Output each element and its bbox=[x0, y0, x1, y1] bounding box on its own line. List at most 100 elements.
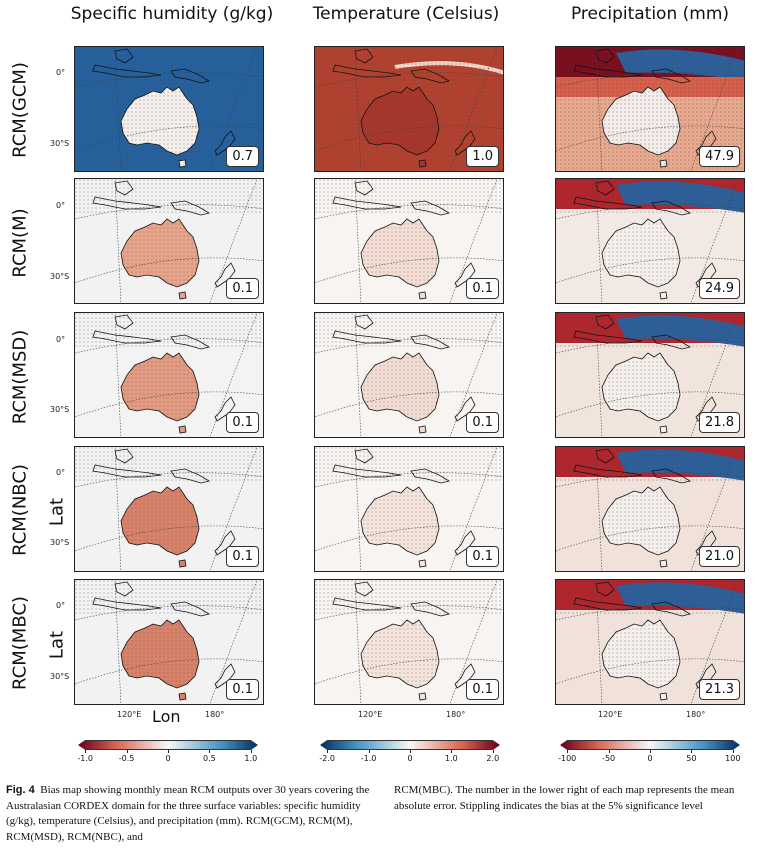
lat-tick-0-r5: 0° bbox=[56, 601, 66, 610]
mae-value: 0.1 bbox=[466, 546, 499, 567]
tasmania-outline bbox=[178, 559, 187, 568]
tasmania-outline bbox=[659, 692, 668, 701]
colorbar-tick-mark bbox=[209, 750, 211, 753]
colorbar-tick-mark bbox=[451, 750, 453, 753]
lon-tick-120e-c3: 120°E bbox=[598, 710, 623, 719]
map-panel-temperature-2: 0.1 bbox=[314, 178, 504, 304]
stipple-region bbox=[315, 447, 503, 481]
map-panel-precipitation-4: 21.0 bbox=[555, 446, 745, 572]
map-panel-precipitation-2: 24.9 bbox=[555, 178, 745, 304]
stipple-region bbox=[315, 580, 503, 614]
colorbar-tick-mark bbox=[368, 750, 370, 753]
mae-value: 1.0 bbox=[466, 146, 499, 167]
lat-tick-0-r3: 0° bbox=[56, 335, 66, 344]
mae-value: 0.1 bbox=[466, 679, 499, 700]
lat-tick-30s-r1: 30°S bbox=[50, 139, 70, 148]
stipple-region bbox=[75, 313, 263, 347]
colorbar-tick-label: -0.5 bbox=[118, 754, 135, 763]
stipple-australia bbox=[361, 620, 439, 688]
colorbar-gradient bbox=[560, 740, 740, 750]
map-panel-temperature-1: 1.0 bbox=[314, 46, 504, 172]
row-label-nbc: RCM(NBC) bbox=[9, 464, 31, 556]
mae-value: 0.1 bbox=[226, 679, 259, 700]
stipple-region bbox=[556, 447, 744, 481]
lon-axis-label: Lon bbox=[152, 707, 181, 726]
stipple-region bbox=[315, 179, 503, 213]
colorbar-tick-label: 1.0 bbox=[244, 754, 258, 763]
colorbar-tick-label: 0 bbox=[647, 754, 653, 763]
graticule-equator bbox=[556, 605, 744, 621]
colorbar-tick-mark bbox=[732, 750, 734, 753]
graticule-equator bbox=[75, 605, 263, 621]
tasmania-outline bbox=[659, 291, 668, 300]
graticule-180 bbox=[449, 313, 498, 437]
mae-value: 21.8 bbox=[699, 412, 740, 433]
graticule-equator bbox=[75, 338, 263, 354]
colorbar-tick-mark bbox=[85, 750, 87, 753]
column-title-temperature: Temperature (Celsius) bbox=[312, 4, 500, 24]
colorbar-tick-mark bbox=[567, 750, 569, 753]
tasmania-outline bbox=[659, 425, 668, 434]
mae-value: 47.9 bbox=[699, 146, 740, 167]
tasmania-outline bbox=[178, 425, 187, 434]
lon-tick-180-c3: 180° bbox=[686, 710, 706, 719]
graticule-equator bbox=[556, 338, 744, 354]
tasmania-outline bbox=[418, 425, 427, 434]
stipple-australia bbox=[361, 353, 439, 421]
colorbar-humidity: -1.0 -0.5 0 0.5 1.0 bbox=[77, 740, 258, 763]
graticule-equator bbox=[315, 72, 503, 88]
tasmania-outline bbox=[418, 291, 427, 300]
lat-tick-30s-r5: 30°S bbox=[50, 672, 70, 681]
graticule-120e bbox=[595, 580, 603, 704]
map-svg bbox=[556, 313, 744, 437]
tasmania-outline bbox=[418, 559, 427, 568]
graticule-180 bbox=[449, 447, 498, 571]
colorbar-tick-mark bbox=[168, 750, 169, 753]
stipple-australia bbox=[361, 487, 439, 555]
colorbar-tick-mark bbox=[608, 750, 610, 753]
lat-tick-0-r2: 0° bbox=[56, 201, 66, 210]
graticule-180 bbox=[690, 179, 739, 303]
map-svg bbox=[315, 179, 503, 303]
map-panel-temperature-5: 0.1 bbox=[314, 579, 504, 705]
mae-value: 0.1 bbox=[226, 412, 259, 433]
colorbar-tick-label: 0 bbox=[165, 754, 171, 763]
graticule-equator bbox=[75, 472, 263, 488]
graticule-120e bbox=[354, 313, 362, 437]
colorbar-tick-label: 0.5 bbox=[203, 754, 216, 763]
graticule-180 bbox=[449, 179, 498, 303]
map-panel-precipitation-3: 21.8 bbox=[555, 312, 745, 438]
lat-tick-30s-r4: 30°S bbox=[50, 538, 70, 547]
stipple-australia bbox=[121, 487, 199, 555]
graticule-120e bbox=[114, 47, 122, 171]
graticule-180 bbox=[209, 580, 258, 704]
stipple-australia bbox=[602, 353, 680, 421]
colorbar-tick-mark bbox=[691, 750, 693, 753]
map-panel-precipitation-5: 21.3 bbox=[555, 579, 745, 705]
tasmania-outline bbox=[659, 559, 668, 568]
stipple-region bbox=[75, 179, 263, 213]
colorbar-tick-label: 50 bbox=[686, 754, 697, 763]
graticule-equator bbox=[75, 204, 263, 220]
graticule-180 bbox=[690, 313, 739, 437]
stipple-region bbox=[556, 179, 744, 213]
mae-value: 0.1 bbox=[226, 546, 259, 567]
mae-value: 0.1 bbox=[226, 278, 259, 299]
graticule-120e bbox=[114, 580, 122, 704]
stipple-region bbox=[75, 580, 263, 614]
colorbar-tick-label: -1.0 bbox=[360, 754, 377, 763]
figure-caption-left: Fig. 4 Bias map showing monthly mean RCM… bbox=[6, 783, 374, 845]
graticule-120e bbox=[114, 179, 122, 303]
colorbar-precipitation: -100 -50 0 50 100 bbox=[558, 740, 740, 763]
colorbar-tick-label: 2.0 bbox=[486, 754, 500, 763]
graticule-120e bbox=[595, 447, 603, 571]
stipple-australia bbox=[121, 620, 199, 688]
graticule-equator bbox=[556, 204, 744, 220]
colorbar-tick-label: 1.0 bbox=[445, 754, 458, 763]
graticule-180 bbox=[449, 580, 498, 704]
graticule-equator bbox=[315, 472, 503, 488]
mae-value: 0.1 bbox=[466, 278, 499, 299]
colorbar-tick-mark bbox=[410, 750, 411, 753]
lon-tick-180-c1: 180° bbox=[205, 710, 225, 719]
row-label-m: RCM(M) bbox=[9, 208, 31, 278]
